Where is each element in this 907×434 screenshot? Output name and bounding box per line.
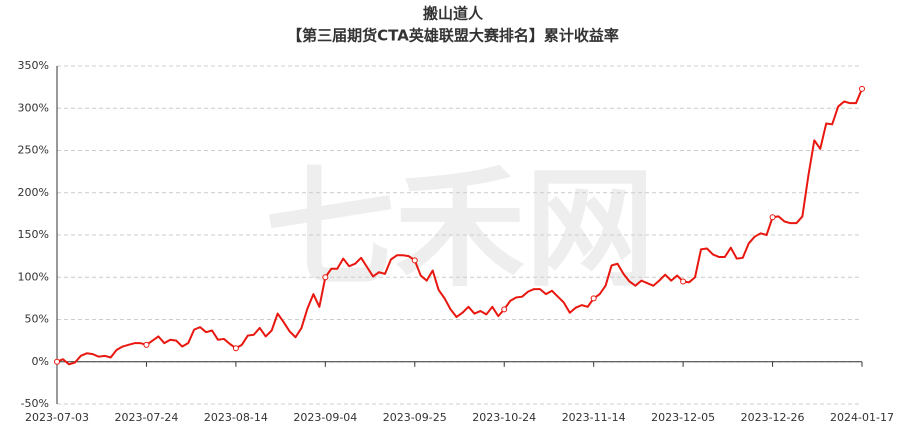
y-tick-label: 150%: [18, 228, 49, 241]
line: [56, 88, 863, 366]
x-tick-label: 2023-12-26: [741, 411, 805, 424]
y-tick-label: 50%: [25, 313, 49, 326]
y-tick-label: 200%: [18, 186, 49, 199]
x-tick-label: 2023-07-03: [25, 411, 89, 424]
y-tick-label: 100%: [18, 270, 49, 283]
x-tick-label: 2023-07-24: [114, 411, 178, 424]
x-tick-label: 2023-10-24: [472, 411, 536, 424]
point-marker: [232, 345, 239, 352]
x-tick-label: 2023-09-25: [383, 411, 447, 424]
x-tick-label: 2023-08-14: [204, 411, 268, 424]
watermark: 七禾网: [265, 153, 655, 305]
point-marker: [859, 85, 865, 92]
x-tick-label: 2023-12-05: [651, 411, 715, 424]
point-marker: [680, 278, 687, 285]
point-marker: [322, 274, 329, 281]
point-marker: [54, 358, 60, 365]
point-marker: [143, 341, 150, 348]
point-marker: [590, 295, 597, 302]
y-tick-label: 300%: [18, 101, 49, 114]
y-tick-label: 250%: [18, 144, 49, 157]
y-tick-label: 0%: [32, 355, 49, 368]
chart-title: 搬山道人: [423, 5, 484, 23]
point-marker: [501, 306, 508, 313]
point-marker: [769, 214, 776, 221]
x-tick-label: 2024-01-17: [830, 411, 894, 424]
point-marker: [411, 257, 418, 264]
x-tick-label: 2023-09-04: [293, 411, 357, 424]
y-tick-label: 350%: [18, 59, 49, 72]
y-tick-label: -50%: [21, 397, 49, 410]
chart-subtitle: 【第三届期货CTA英雄联盟大赛排名】累计收益率: [287, 27, 619, 45]
x-tick-label: 2023-11-14: [562, 411, 626, 424]
